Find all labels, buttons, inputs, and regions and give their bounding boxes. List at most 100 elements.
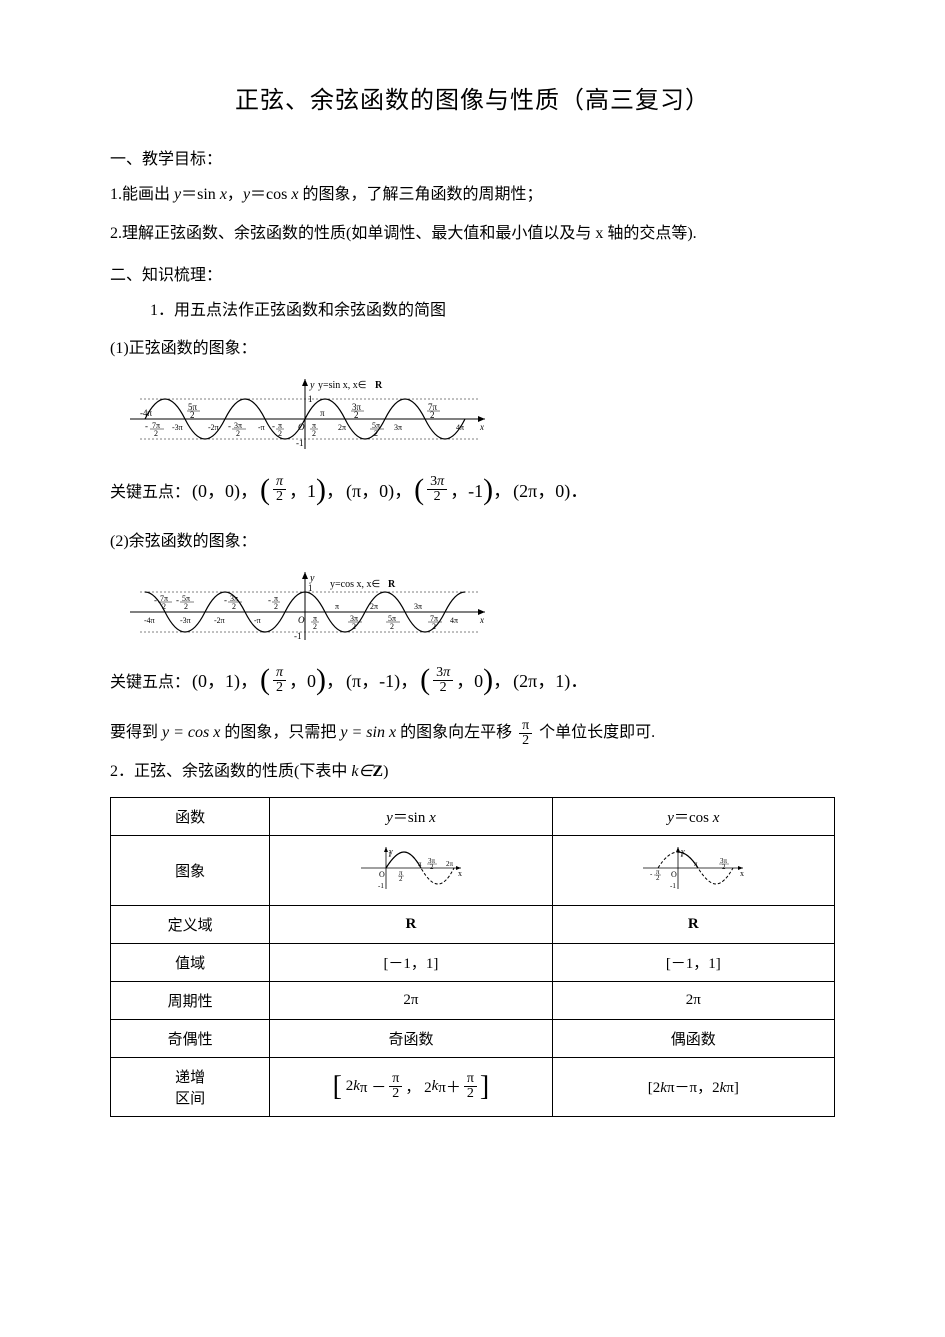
svg-text:1: 1 [680,851,684,859]
svg-text:y=sin x, x∈: y=sin x, x∈ [318,380,367,391]
cell: [ 2kπ － π2， 2kπ＋ π2 ] [270,1057,552,1116]
page-title: 正弦、余弦函数的图像与性质（高三复习） [110,80,835,115]
svg-text:π: π [418,860,422,868]
th-cos: y＝cos x [552,797,834,835]
svg-text:-π: -π [258,423,265,432]
cos-small-graph: y x O 1 -1 π2 - π 3π2 [552,835,834,905]
row-label: 图象 [111,835,270,905]
cell: [－1，1] [552,943,834,981]
goal-1: 1.能画出 y＝sin x，y＝cos x 的图象，了解三角函数的周期性； [110,181,835,210]
ckp1: (0，1)， [192,667,258,693]
table-row: 值域 [－1，1] [－1，1] [111,943,835,981]
table-row: 周期性 2π 2π [111,981,835,1019]
svg-text:π 2: π 2 [278,421,284,438]
table-row: 奇偶性 奇函数 偶函数 [111,1019,835,1057]
sin-graph: y y=sin x, x∈ R x O 1 -1 -4π 5π 2 π 3π 2… [130,374,835,459]
svg-text:-1: -1 [378,882,384,890]
ckp3: (π，-1)， [346,667,418,693]
cell: R [552,905,834,943]
table-row: 函数 y＝sin x y＝cos x [111,797,835,835]
svg-text:π 2: π 2 [312,421,318,438]
svg-text:5π2: 5π2 [388,614,396,631]
shift-sentence: 要得到 y = cos x 的图象，只需把 y = sin x 的图象向左平移 … [110,719,835,748]
svg-text:-: - [272,421,275,431]
row-label: 定义域 [111,905,270,943]
row-label: 值域 [111,943,270,981]
cos-graph-label: (2)余弦函数的图象： [110,528,835,557]
svg-text:-: - [268,595,271,605]
cell: 偶函数 [552,1019,834,1057]
svg-text:-2π: -2π [214,616,225,625]
svg-text:4π: 4π [450,616,458,625]
sin-keypoints: 关键五点： (0，0)， ( π2，1 )， (π，0)， ( 3π2，-1 )… [110,475,835,504]
svg-text:5π2: 5π2 [182,594,190,611]
svg-text:-2π: -2π [208,423,219,432]
table-row: 递增区间 [ 2kπ － π2， 2kπ＋ π2 ] [2kπ－π，2kπ] [111,1057,835,1116]
th-sin: y＝sin x [270,797,552,835]
svg-text:R: R [388,579,396,590]
svg-text:O: O [298,422,305,432]
svg-text:π: π [335,602,339,611]
svg-text:-3π: -3π [180,616,191,625]
svg-text:2π: 2π [338,423,346,432]
table-row: 定义域 R R [111,905,835,943]
svg-text:O: O [379,870,385,879]
svg-text:π: π [694,860,698,868]
svg-text:π2: π2 [274,594,278,611]
svg-text:x: x [479,615,484,625]
svg-text:1: 1 [388,851,392,859]
svg-text:3π2: 3π2 [230,594,238,611]
ckp2: ( π2，0 )， [260,666,344,695]
kp2: ( π2，1 )， [260,475,344,504]
cell: 2π [552,981,834,1019]
section1-header: 一、教学目标： [110,145,835,169]
svg-text:4π: 4π [456,423,464,432]
svg-text:-4π: -4π [140,408,152,418]
sin-small-graph: y x O 1 -1 π2 π 3π2 2π [270,835,552,905]
kp-label: 关键五点： [110,478,190,502]
ckp5: (2π，1)． [513,667,588,693]
sine-wave-icon: y y=sin x, x∈ R x O 1 -1 -4π 5π 2 π 3π 2… [130,374,490,454]
eq-cos: y = cos x [162,724,224,741]
cosine-wave-icon: y y=cos x, x∈ R x O 1 -1 7π2 - 5π2 - 3π2 [130,567,490,645]
svg-text:7π 2: 7π 2 [152,421,162,438]
svg-text:3π: 3π [414,602,422,611]
cell: 2π [270,981,552,1019]
svg-text:R: R [375,380,383,391]
svg-text:y: y [309,380,315,391]
svg-text:y=cos x, x∈: y=cos x, x∈ [330,579,380,590]
svg-text:-: - [650,870,653,878]
cosine-small-icon: y x O 1 -1 π2 - π 3π2 [638,844,748,892]
svg-text:5π 2: 5π 2 [372,421,382,438]
ckp4: ( 3π2，0 )， [420,666,511,695]
row-label: 递增区间 [111,1057,270,1116]
table-row: 图象 y x O 1 -1 π2 π 3π2 [111,835,835,905]
properties-table: 函数 y＝sin x y＝cos x 图象 y x O 1 -1 [110,797,835,1117]
svg-text:-4π: -4π [144,616,155,625]
svg-text:O: O [671,870,677,879]
svg-text:x: x [479,422,484,432]
svg-text:7π2: 7π2 [160,594,168,611]
eq-sin: y = sin x [340,724,400,741]
svg-text:-1: -1 [670,882,676,890]
kp1: (0，0)， [192,477,258,503]
svg-text:2π: 2π [446,860,454,868]
cell: [－1，1] [270,943,552,981]
section2-header: 二、知识梳理： [110,261,835,285]
sub1: 1．用五点法作正弦函数和余弦函数的简图 [110,297,835,326]
svg-text:-: - [228,421,231,431]
cos-keypoints: 关键五点： (0，1)， ( π2，0 )， (π，-1)， ( 3π2，0 )… [110,666,835,695]
svg-text:-1: -1 [294,631,302,641]
svg-text:-π: -π [254,616,261,625]
svg-text:-: - [145,421,148,431]
sub2: 2．正弦、余弦函数的性质(下表中 k∈Z) [110,758,835,787]
row-label: 奇偶性 [111,1019,270,1057]
svg-text:-3π: -3π [172,423,183,432]
svg-text:x: x [740,869,744,878]
cell: [2kπ－π，2kπ] [552,1057,834,1116]
kp-label-2: 关键五点： [110,668,190,692]
kp4: ( 3π2，-1 )， [414,475,511,504]
svg-text:3π 2: 3π 2 [234,421,244,438]
sine-small-icon: y x O 1 -1 π2 π 3π2 2π [356,844,466,892]
svg-text:-: - [176,595,179,605]
